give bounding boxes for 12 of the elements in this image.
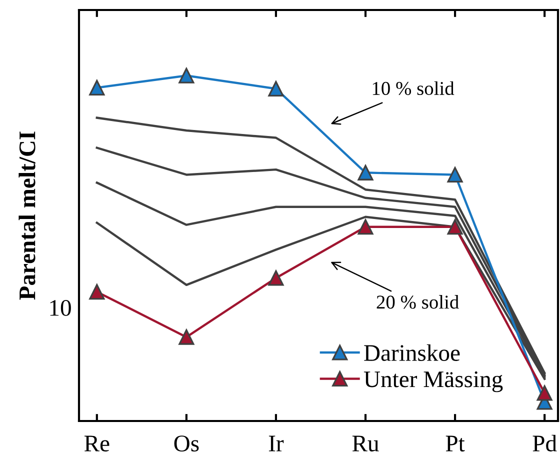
x-tick-label: Re [84,436,110,452]
legend-label: Unter Mässing [364,371,503,392]
x-tick-label: Ru [352,436,379,452]
x-tick-label: Pd [532,434,557,452]
legend-label: Darinskoe [364,344,460,361]
x-tick-label: Os [174,436,199,452]
y-axis-title: Parental melt/CI [18,132,36,300]
x-tick-label: Pt [446,436,465,452]
x-tick-label: Ir [268,436,284,452]
annotation: 10 % solid [372,81,454,96]
annotation: 20 % solid [376,295,459,309]
text: 10 [50,300,71,316]
